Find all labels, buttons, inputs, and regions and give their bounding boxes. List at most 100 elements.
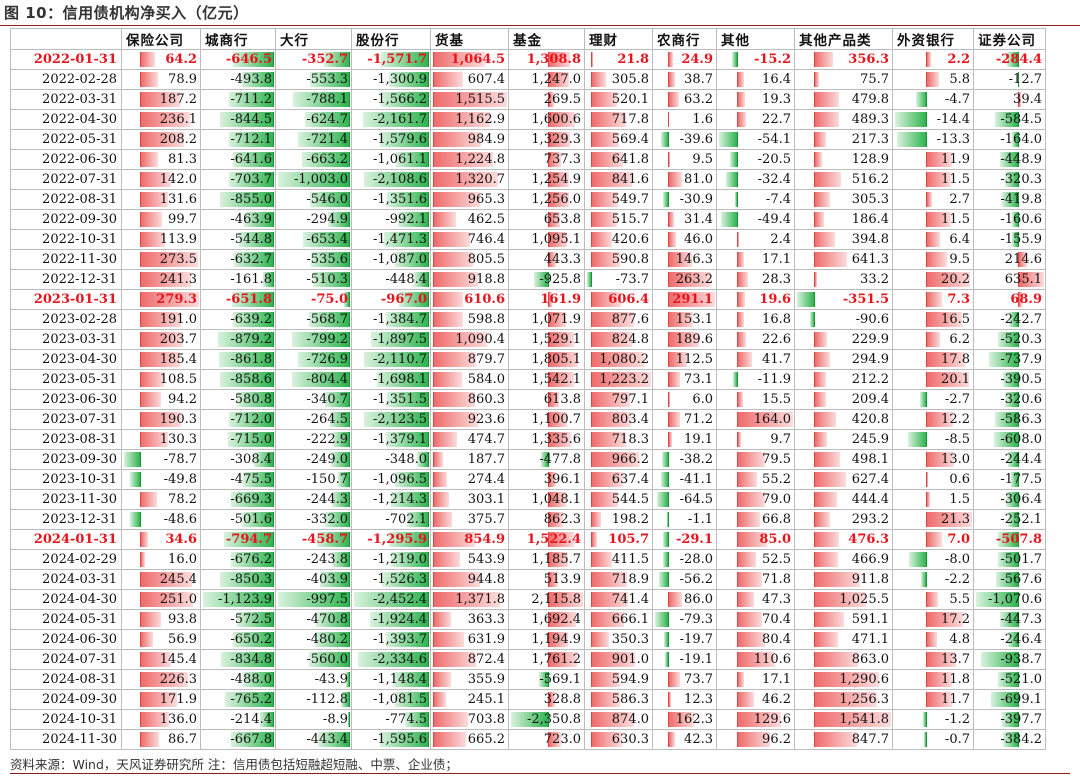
value-cell: 5.5 bbox=[892, 589, 974, 610]
data-bar bbox=[737, 692, 754, 707]
value-cell: 516.2 bbox=[794, 169, 893, 190]
value-cell: 824.8 bbox=[584, 329, 653, 350]
cell-value: 641.3 bbox=[851, 252, 889, 267]
cell-value: 1,522.4 bbox=[526, 532, 581, 547]
cell-value: 28.3 bbox=[762, 272, 791, 287]
value-cell: 128.9 bbox=[794, 149, 893, 170]
cell-value: -14.4 bbox=[936, 112, 970, 127]
data-bar bbox=[242, 672, 274, 687]
cell-value: 874.0 bbox=[611, 712, 649, 727]
value-cell: 1.5 bbox=[892, 489, 974, 510]
data-bar bbox=[655, 612, 669, 627]
cell-value: 187.7 bbox=[467, 452, 505, 467]
cell-value: 862.3 bbox=[543, 512, 581, 527]
value-cell: -501.6 bbox=[200, 509, 276, 530]
data-bar bbox=[140, 332, 184, 347]
data-bar bbox=[590, 312, 635, 327]
value-cell: -480.2 bbox=[275, 629, 352, 650]
data-bar bbox=[997, 332, 1020, 347]
value-cell: -520.3 bbox=[973, 329, 1046, 350]
cell-value: -2,161.7 bbox=[372, 112, 427, 127]
value-cell: 515.7 bbox=[584, 209, 653, 230]
value-cell: 34.6 bbox=[121, 529, 201, 550]
cell-value: -1,123.9 bbox=[217, 592, 272, 607]
value-cell: 363.3 bbox=[430, 609, 509, 630]
data-bar bbox=[219, 352, 274, 367]
cell-value: -284.4 bbox=[995, 52, 1042, 67]
data-bar bbox=[331, 552, 350, 567]
data-bar bbox=[380, 132, 429, 147]
cell-value: -222.9 bbox=[306, 432, 348, 447]
value-cell: -702.1 bbox=[351, 509, 431, 530]
value-cell: -521.0 bbox=[973, 669, 1046, 690]
cell-value: -13.3 bbox=[936, 132, 970, 147]
cell-value: -586.3 bbox=[1000, 412, 1042, 427]
data-bar bbox=[315, 632, 350, 647]
value-cell: 162.3 bbox=[652, 709, 717, 730]
data-bar bbox=[433, 412, 479, 427]
data-bar bbox=[328, 212, 350, 227]
table-row: 2022-11-30 273.5 -632.7 -535.6 -1,087.0 805.5… bbox=[10, 249, 1046, 270]
value-cell: -294.9 bbox=[275, 209, 352, 230]
cell-value: 73.7 bbox=[684, 672, 713, 687]
data-bar bbox=[814, 232, 835, 247]
data-bar bbox=[433, 172, 498, 187]
cell-value: -501.6 bbox=[230, 512, 272, 527]
cell-value: 1,080.2 bbox=[599, 352, 649, 367]
data-bar bbox=[590, 232, 612, 247]
data-bar bbox=[331, 452, 350, 467]
data-bar bbox=[814, 512, 830, 527]
value-cell: 22.7 bbox=[716, 109, 795, 130]
cell-value: 944.8 bbox=[467, 572, 505, 587]
cell-value: -419.8 bbox=[1000, 192, 1042, 207]
data-bar bbox=[667, 392, 670, 407]
cell-value: 879.7 bbox=[467, 352, 505, 367]
cell-value: -1,295.9 bbox=[367, 532, 427, 547]
data-bar bbox=[661, 472, 669, 487]
data-bar bbox=[548, 232, 567, 247]
value-cell: 1,600.6 bbox=[508, 109, 585, 130]
cell-value: -1,571.7 bbox=[367, 52, 427, 67]
value-cell: 52.5 bbox=[716, 549, 795, 570]
cell-value: 185.4 bbox=[159, 352, 197, 367]
value-cell: -90.6 bbox=[794, 309, 893, 330]
value-cell: -54.1 bbox=[716, 129, 795, 150]
value-cell: 19.1 bbox=[652, 429, 717, 450]
cell-value: -1,526.3 bbox=[372, 572, 427, 587]
header-col-7: 农商行 bbox=[652, 28, 717, 50]
value-cell: -8.5 bbox=[892, 429, 974, 450]
cell-value: 1,371.8 bbox=[455, 592, 505, 607]
cell-value: -75.0 bbox=[310, 292, 348, 307]
value-cell: -1,003.0 bbox=[275, 169, 352, 190]
value-cell: 217.3 bbox=[794, 129, 893, 150]
data-bar bbox=[140, 392, 161, 407]
data-bar bbox=[1018, 292, 1022, 307]
data-bar bbox=[925, 192, 933, 207]
cell-value: -488.0 bbox=[230, 672, 272, 687]
data-bar bbox=[590, 292, 622, 307]
value-cell: 229.9 bbox=[794, 329, 893, 350]
date-cell: 2023-05-31 bbox=[10, 369, 122, 390]
data-bar bbox=[317, 732, 350, 747]
value-cell: 1,247.0 bbox=[508, 69, 585, 90]
data-bar bbox=[590, 392, 631, 407]
value-cell: 68.9 bbox=[973, 289, 1046, 310]
cell-value: 41.7 bbox=[762, 352, 791, 367]
data-bar bbox=[540, 452, 550, 467]
cell-value: 637.4 bbox=[611, 472, 649, 487]
value-cell: 1,692.4 bbox=[508, 609, 585, 630]
data-bar bbox=[998, 552, 1020, 567]
value-cell: -161.8 bbox=[200, 269, 276, 290]
cell-value: 594.9 bbox=[611, 672, 649, 687]
data-bar bbox=[548, 692, 555, 707]
cell-value: 584.0 bbox=[467, 372, 505, 387]
cell-value: -702.1 bbox=[385, 512, 427, 527]
cell-value: -553.3 bbox=[306, 72, 348, 87]
cell-value: -49.4 bbox=[757, 212, 791, 227]
value-cell: 860.3 bbox=[430, 389, 509, 410]
value-cell: 96.2 bbox=[716, 729, 795, 750]
table-row: 2022-08-31 131.6 -855.0 -546.0 -1,351.6 965.3… bbox=[10, 189, 1046, 210]
cell-value: 105.7 bbox=[608, 532, 649, 547]
cell-value: -1,698.1 bbox=[372, 372, 427, 387]
cell-value: -28.0 bbox=[679, 552, 713, 567]
